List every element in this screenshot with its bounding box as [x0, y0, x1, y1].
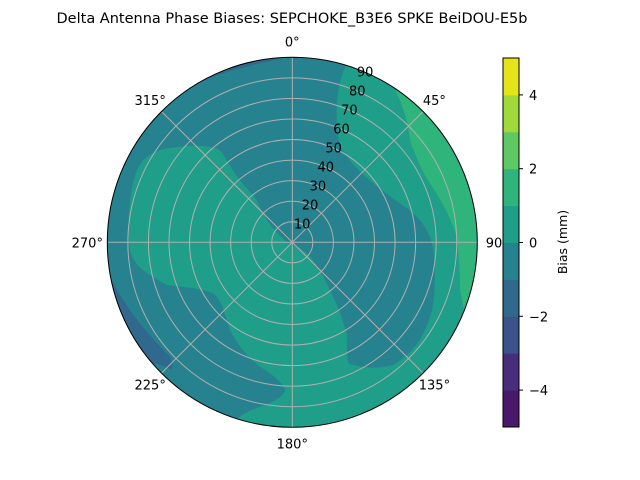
polar-frame [106, 56, 478, 428]
radial-tick-label: 80 [349, 84, 366, 99]
colorbar-band [503, 279, 519, 317]
radial-tick-label: 60 [333, 122, 350, 137]
angular-tick-label: 315° [135, 94, 166, 109]
colorbar-tick-label: −2 [529, 310, 548, 325]
radial-tick-label: 90 [357, 65, 374, 80]
angular-tick-label: 0° [285, 35, 300, 50]
angular-tick-label: 180° [277, 437, 308, 452]
colorbar-band [503, 168, 519, 207]
radial-tick-label: 40 [317, 160, 334, 175]
radial-tick-labels: 10 20 30 40 50 60 70 80 90 [294, 65, 373, 232]
radial-tick-label: 70 [341, 103, 358, 118]
angular-tick-label: 270° [72, 236, 103, 251]
colorbar-band [503, 390, 519, 428]
radial-tick-label: 20 [302, 198, 319, 213]
radial-tick-label: 10 [294, 217, 311, 232]
colorbar-band [503, 58, 519, 96]
colorbar-tick-label: 0 [529, 237, 537, 252]
colorbar-label: Bias (mm) [555, 210, 570, 274]
contour-band-1-2 [389, 69, 478, 317]
radial-tick-label: 50 [325, 141, 342, 156]
colorbar-band [503, 242, 519, 280]
polar-grid [107, 57, 478, 428]
colorbar-tick-label: −4 [529, 384, 548, 399]
colorbar-tick-label: 4 [529, 89, 537, 104]
chart-title: Delta Antenna Phase Biases: SEPCHOKE_B3E… [57, 11, 528, 27]
angular-tick-label: 45° [423, 94, 446, 109]
colorbar-band [503, 353, 519, 391]
grid-spoke [161, 111, 293, 243]
colorbar-tick-label: 2 [529, 163, 537, 178]
colorbar-band [503, 316, 519, 354]
grid-spoke [161, 241, 293, 374]
colorbar-band [503, 205, 519, 243]
radial-tick-label: 30 [310, 179, 327, 194]
angular-tick-label: 225° [135, 378, 166, 393]
grid-spoke [291, 111, 424, 243]
colorbar: −4 −2 0 2 4 [502, 57, 548, 428]
colorbar-band [503, 94, 519, 133]
grid-spoke [291, 241, 424, 374]
colorbar-band [503, 131, 519, 170]
angular-tick-label: 135° [419, 378, 450, 393]
